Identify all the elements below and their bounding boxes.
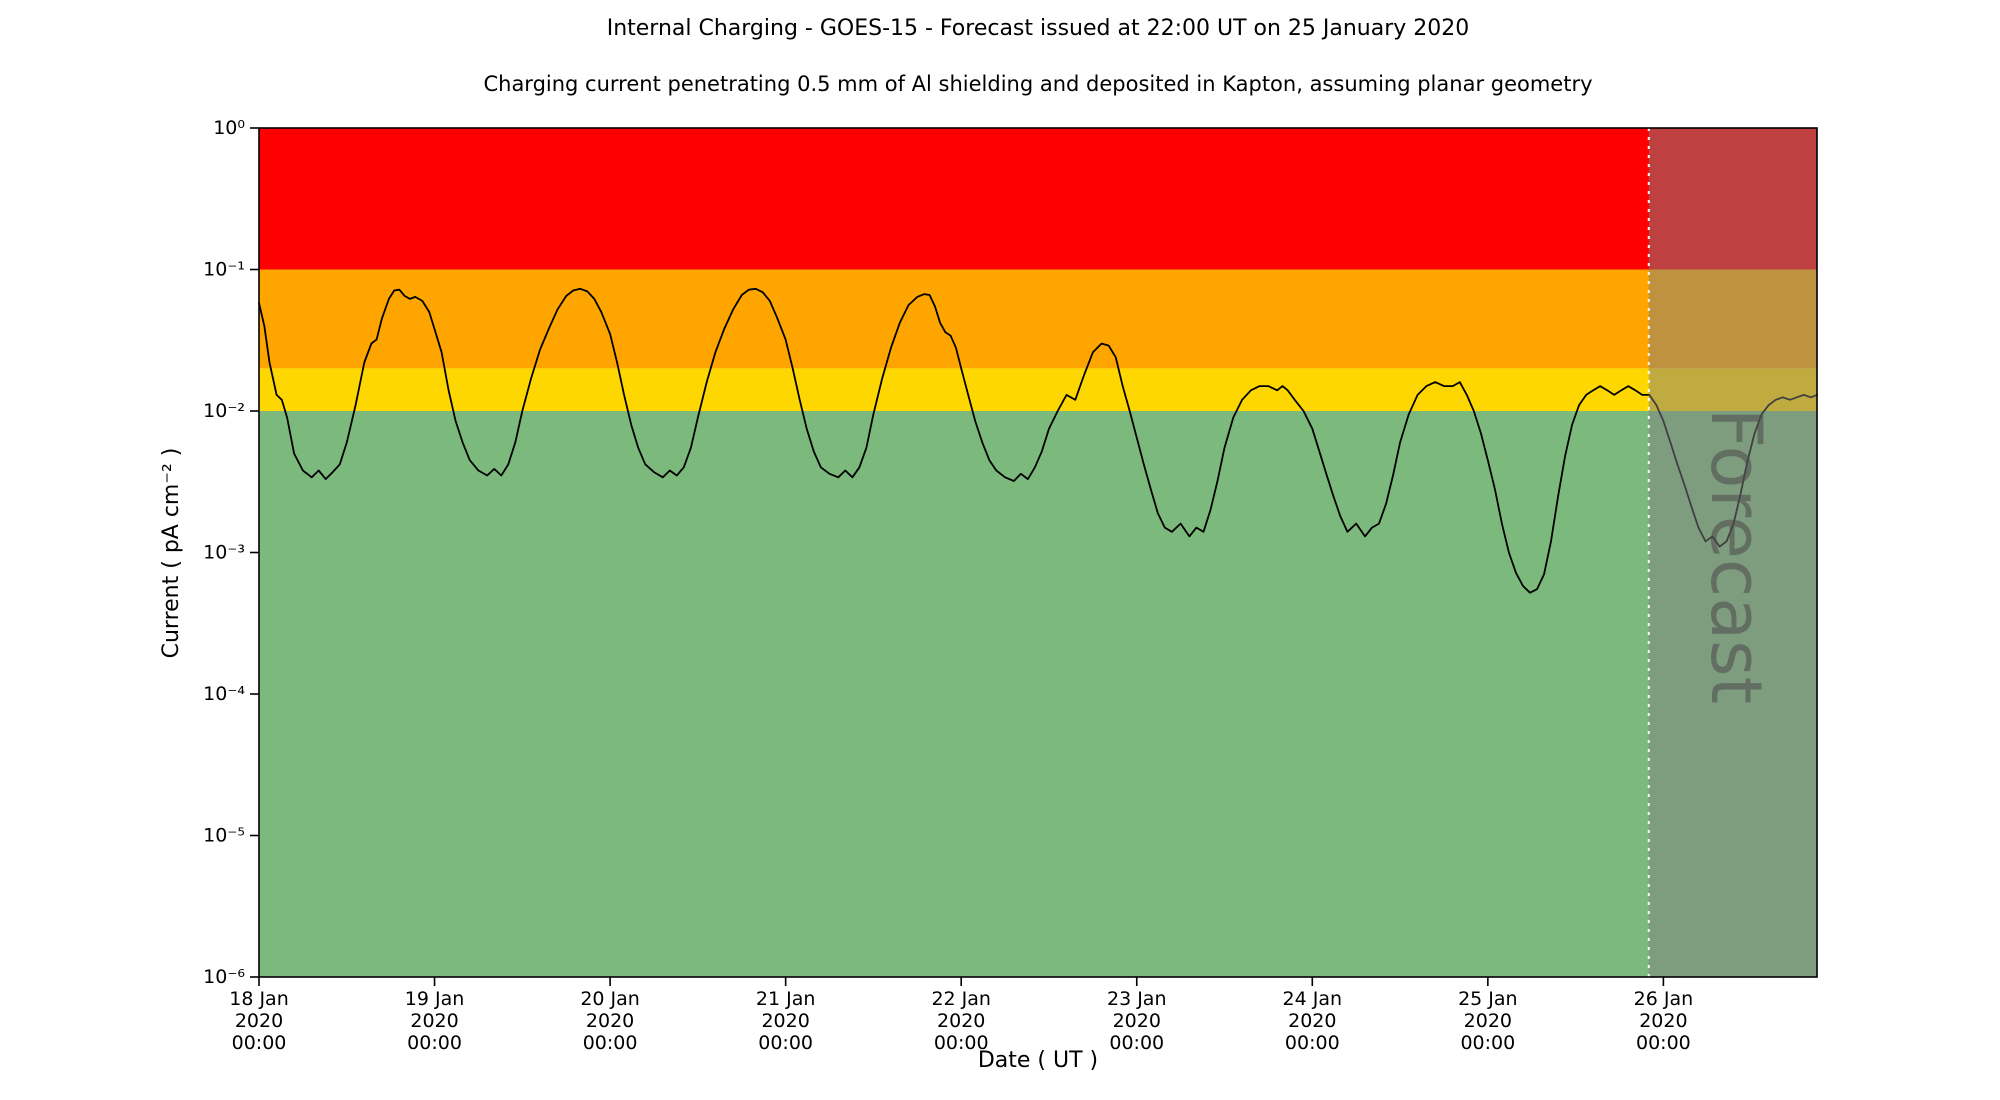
y-tick-label: 10⁻⁴ xyxy=(203,683,245,705)
series-line-charging-current xyxy=(258,287,1818,594)
x-tick-label: 22 Jan 2020 00:00 xyxy=(931,988,991,1054)
forecast-watermark: Forecast xyxy=(1695,408,1777,704)
x-tick-label: 21 Jan 2020 00:00 xyxy=(756,988,816,1054)
x-tick-label: 26 Jan 2020 00:00 xyxy=(1634,988,1694,1054)
x-tick-label: 23 Jan 2020 00:00 xyxy=(1107,988,1167,1054)
threshold-band-green-quiet xyxy=(259,411,1817,977)
x-tick-label: 24 Jan 2020 00:00 xyxy=(1283,988,1343,1054)
y-tick-label: 10⁰ xyxy=(213,117,245,139)
chart-subtitle: Charging current penetrating 0.5 mm of A… xyxy=(483,72,1593,96)
y-tick-label: 10⁻⁵ xyxy=(203,825,245,847)
x-tick-label: 18 Jan 2020 00:00 xyxy=(229,988,289,1054)
threshold-band-amber-alert xyxy=(259,269,1817,369)
forecast-region-overlay xyxy=(1648,128,1817,977)
x-tick-label: 25 Jan 2020 00:00 xyxy=(1458,988,1518,1054)
threshold-band-red-alert xyxy=(259,128,1817,270)
x-tick-label: 20 Jan 2020 00:00 xyxy=(580,988,640,1054)
y-axis-label: Current ( pA cm⁻² ) xyxy=(159,448,184,659)
threshold-band-yellow-alert xyxy=(259,368,1817,411)
x-axis-label: Date ( UT ) xyxy=(977,1048,1099,1073)
y-tick-label: 10⁻³ xyxy=(203,542,245,564)
chart-title: Internal Charging - GOES-15 - Forecast i… xyxy=(606,16,1470,41)
y-tick-label: 10⁻¹ xyxy=(203,259,245,281)
y-tick-label: 10⁻² xyxy=(203,400,245,422)
x-tick-label: 19 Jan 2020 00:00 xyxy=(405,988,465,1054)
y-tick-label: 10⁻⁶ xyxy=(203,966,245,988)
